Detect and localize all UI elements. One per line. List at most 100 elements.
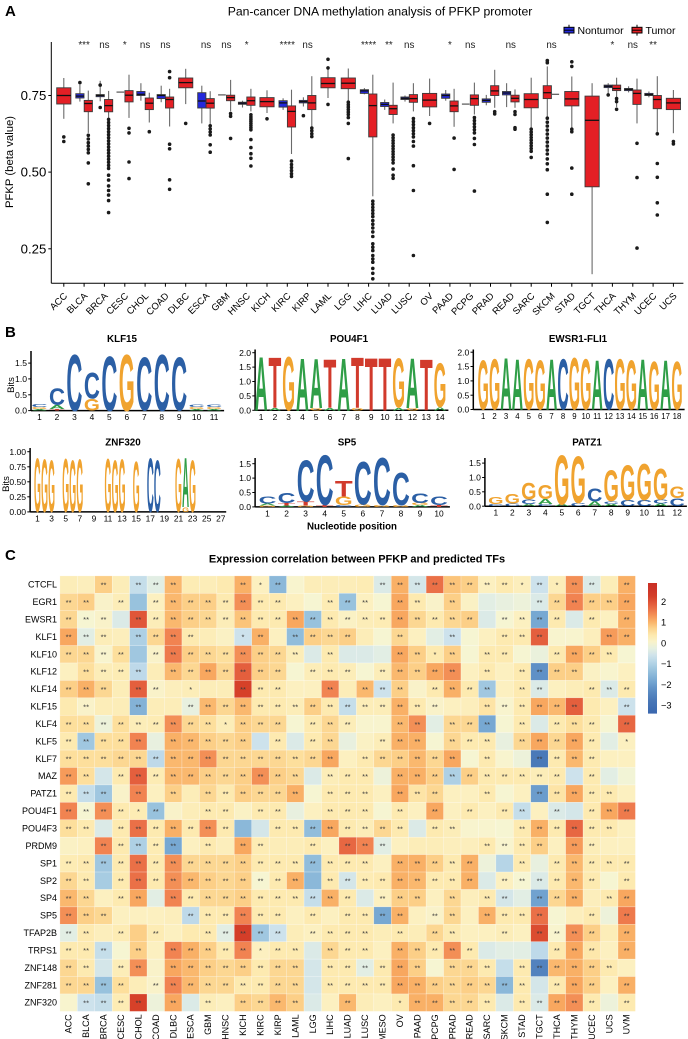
svg-text:**: **	[240, 929, 246, 938]
svg-text:**: **	[135, 790, 141, 799]
svg-text:**: **	[118, 929, 124, 938]
svg-text:**: **	[275, 580, 281, 589]
svg-text:**: **	[101, 720, 107, 729]
svg-text:LUAD: LUAD	[369, 291, 395, 317]
svg-text:SARC: SARC	[482, 1014, 492, 1039]
svg-text:11: 11	[104, 513, 113, 523]
svg-text:G: G	[478, 346, 489, 425]
svg-text:**: **	[414, 755, 420, 764]
svg-text:0.5: 0.5	[239, 391, 251, 401]
svg-text:**: **	[624, 929, 630, 938]
svg-text:A: A	[310, 345, 323, 423]
svg-text:**: **	[292, 981, 298, 990]
svg-text:**: **	[589, 807, 595, 816]
svg-text:**: **	[414, 964, 420, 973]
svg-text:**: **	[188, 737, 194, 746]
svg-text:**: **	[502, 894, 508, 903]
svg-text:**: **	[118, 877, 124, 886]
svg-text:9: 9	[418, 508, 423, 518]
svg-text:**: **	[153, 772, 159, 781]
svg-text:**: **	[258, 650, 264, 659]
svg-text:A: A	[546, 345, 557, 427]
svg-text:T: T	[297, 501, 315, 507]
svg-text:**: **	[414, 598, 420, 607]
svg-text:ns: ns	[140, 40, 150, 51]
svg-text:**: **	[153, 598, 159, 607]
svg-text:5: 5	[527, 412, 532, 421]
svg-text:**: **	[205, 859, 211, 868]
svg-text:KLF10: KLF10	[30, 649, 57, 659]
svg-text:**: **	[554, 598, 560, 607]
svg-text:**: **	[101, 859, 107, 868]
svg-text:A: A	[521, 504, 536, 507]
svg-text:A: A	[259, 503, 277, 506]
svg-text:**: **	[205, 615, 211, 624]
svg-text:**: **	[327, 650, 333, 659]
svg-text:**: **	[380, 964, 386, 973]
svg-text:G: G	[392, 505, 410, 508]
svg-text:**: **	[449, 755, 455, 764]
svg-text:**: **	[258, 668, 264, 677]
svg-text:1: 1	[661, 618, 666, 628]
svg-text:A: A	[255, 340, 268, 427]
svg-text:**: **	[66, 964, 72, 973]
svg-text:ZNF320: ZNF320	[24, 998, 57, 1008]
svg-text:7: 7	[549, 412, 553, 421]
svg-text:**: **	[502, 807, 508, 816]
svg-text:17: 17	[661, 412, 670, 421]
svg-text:**: **	[624, 720, 630, 729]
svg-text:**: **	[240, 842, 246, 851]
svg-text:**: **	[153, 981, 159, 990]
svg-text:G: G	[434, 349, 447, 420]
svg-text:**: **	[380, 755, 386, 764]
svg-text:**: **	[83, 598, 89, 607]
svg-text:**: **	[624, 981, 630, 990]
svg-text:C: C	[411, 491, 429, 506]
svg-text:**: **	[292, 790, 298, 799]
svg-text:**: **	[414, 894, 420, 903]
svg-text:**: **	[310, 755, 316, 764]
svg-text:G: G	[112, 446, 119, 529]
svg-text:**: **	[205, 824, 211, 833]
svg-text:**: **	[83, 807, 89, 816]
svg-text:**: **	[624, 911, 630, 920]
svg-text:PATZ1: PATZ1	[572, 438, 602, 449]
svg-text:G: G	[489, 346, 500, 426]
svg-text:**: **	[397, 685, 403, 694]
svg-text:**: **	[83, 668, 89, 677]
svg-text:**: **	[258, 720, 264, 729]
svg-text:HNSC: HNSC	[226, 291, 253, 318]
svg-text:**: **	[327, 702, 333, 711]
svg-text:**: **	[414, 668, 420, 677]
svg-text:PATZ1: PATZ1	[30, 789, 57, 799]
svg-text:5: 5	[559, 508, 564, 518]
svg-text:1: 1	[37, 412, 42, 422]
svg-text:**: **	[135, 842, 141, 851]
svg-text:T: T	[379, 342, 392, 426]
svg-text:**: **	[205, 946, 211, 955]
svg-text:ZNF281: ZNF281	[24, 980, 57, 990]
svg-text:C: C	[49, 383, 65, 410]
svg-text:**: **	[66, 650, 72, 659]
svg-text:**: **	[519, 807, 525, 816]
svg-text:1.0: 1.0	[457, 376, 469, 386]
svg-text:Expression correlation between: Expression correlation between PFKP and …	[209, 554, 505, 566]
svg-text:**: **	[589, 720, 595, 729]
svg-text:C: C	[587, 486, 602, 507]
svg-text:**: **	[380, 615, 386, 624]
svg-text:**: **	[66, 772, 72, 781]
svg-text:**: **	[571, 720, 577, 729]
svg-text:TRPS1: TRPS1	[28, 945, 57, 955]
svg-text:G: G	[259, 505, 277, 507]
svg-text:**: **	[240, 911, 246, 920]
svg-text:**: **	[537, 755, 543, 764]
svg-text:**: **	[432, 772, 438, 781]
svg-text:0.0: 0.0	[457, 405, 469, 415]
svg-text:UCS: UCS	[658, 291, 680, 313]
svg-text:**: **	[571, 894, 577, 903]
svg-text:**: **	[292, 755, 298, 764]
svg-text:**: **	[135, 877, 141, 886]
svg-text:C: C	[31, 403, 48, 408]
svg-text:LAML: LAML	[309, 291, 334, 316]
svg-text:T: T	[430, 504, 448, 507]
